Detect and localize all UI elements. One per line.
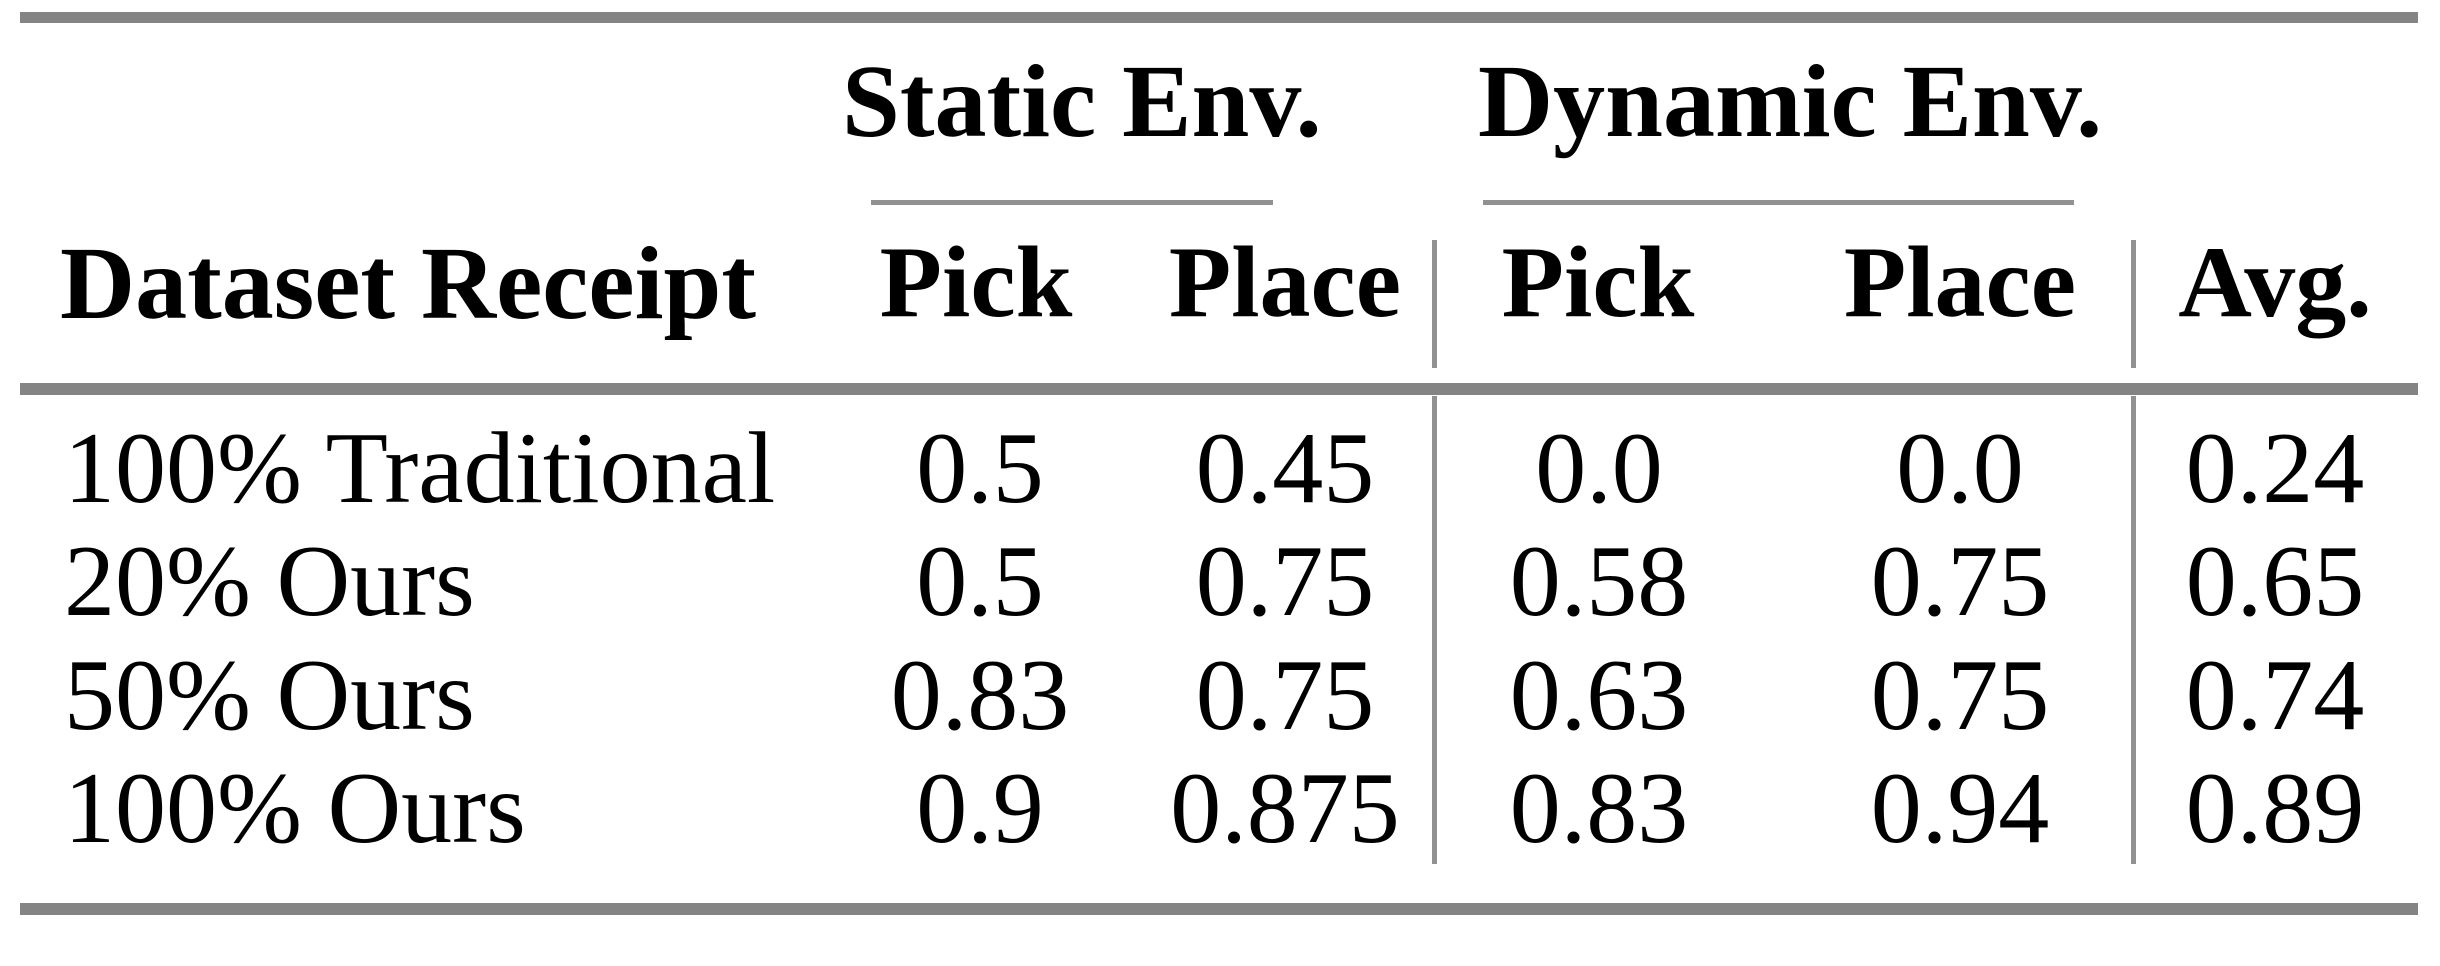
cell-static-pick: 0.5 <box>916 525 1044 638</box>
cell-dynamic-place: 0.75 <box>1870 639 2050 752</box>
cell-static-pick: 0.83 <box>890 639 1070 752</box>
column-header-static-place: Place <box>1168 226 1402 339</box>
header-bottom-rule <box>20 383 2418 395</box>
vertical-divider-dynamic-avg-body <box>2131 396 2136 864</box>
column-header-static-pick: Pick <box>879 226 1073 339</box>
column-header-avg: Avg. <box>2178 226 2372 339</box>
column-header-dynamic-place: Place <box>1843 226 2077 339</box>
cell-static-pick: 0.9 <box>916 752 1044 865</box>
vertical-divider-dynamic-avg-header <box>2131 240 2136 368</box>
cell-static-place: 0.75 <box>1195 525 1375 638</box>
cell-avg: 0.74 <box>2185 639 2365 752</box>
static-env-cmidrule <box>871 200 1273 205</box>
dynamic-env-cmidrule <box>1483 200 2074 205</box>
vertical-divider-static-dynamic-header <box>1432 240 1437 368</box>
cell-avg: 0.65 <box>2185 525 2365 638</box>
cell-avg: 0.89 <box>2185 752 2365 865</box>
cell-avg: 0.24 <box>2185 412 2365 525</box>
cell-static-pick: 0.5 <box>916 412 1044 525</box>
row-label: 50% Ours <box>64 639 475 752</box>
column-header-dataset-receipt: Dataset Receipt <box>60 226 756 341</box>
row-label: 100% Ours <box>64 752 526 865</box>
row-label: 100% Traditional <box>64 412 776 525</box>
cell-dynamic-pick: 0.0 <box>1535 412 1663 525</box>
cell-dynamic-place: 0.0 <box>1896 412 2024 525</box>
cell-dynamic-pick: 0.63 <box>1509 639 1689 752</box>
cell-dynamic-pick: 0.83 <box>1509 752 1689 865</box>
group-header-static-env: Static Env. <box>842 44 1322 159</box>
row-label: 20% Ours <box>64 525 475 638</box>
cell-dynamic-place: 0.75 <box>1870 525 2050 638</box>
cell-dynamic-pick: 0.58 <box>1509 525 1689 638</box>
top-rule <box>20 12 2418 23</box>
cell-dynamic-place: 0.94 <box>1870 752 2050 865</box>
vertical-divider-static-dynamic-body <box>1432 396 1437 864</box>
cell-static-place: 0.45 <box>1195 412 1375 525</box>
bottom-rule <box>20 903 2418 915</box>
group-header-dynamic-env: Dynamic Env. <box>1478 44 2103 159</box>
cell-static-place: 0.875 <box>1170 752 1400 865</box>
cell-static-place: 0.75 <box>1195 639 1375 752</box>
column-header-dynamic-pick: Pick <box>1501 226 1695 339</box>
